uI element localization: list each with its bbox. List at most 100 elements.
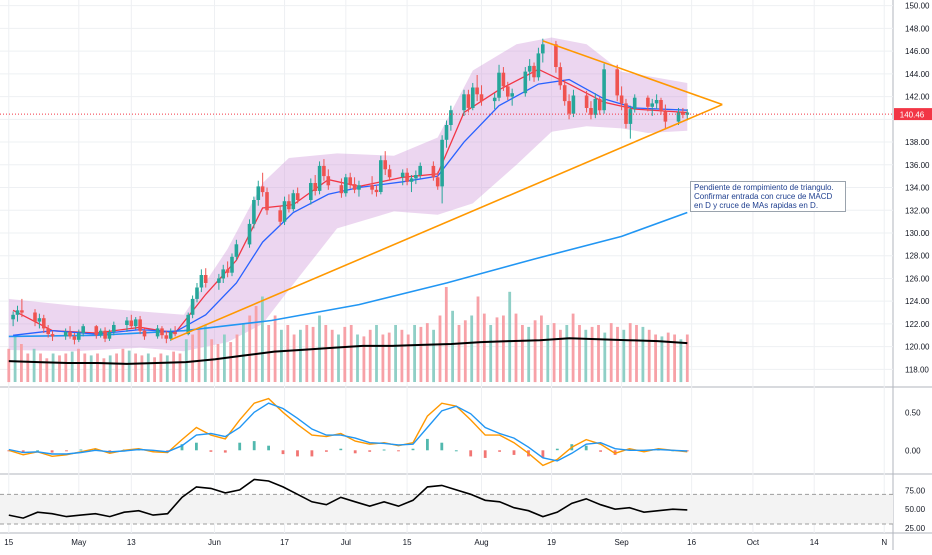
oscillator-band bbox=[0, 494, 893, 525]
candle bbox=[479, 85, 484, 106]
macd-histogram-bar bbox=[584, 445, 588, 451]
annotation-note[interactable]: Pendiente de rompimiento de triangulo. C… bbox=[690, 181, 846, 212]
candle-body bbox=[654, 100, 659, 104]
price-tick-label: 128.00 bbox=[905, 252, 930, 261]
candle-body bbox=[562, 85, 567, 102]
volume-bar bbox=[559, 329, 562, 383]
candle-body bbox=[624, 103, 628, 124]
macd-histogram-bar bbox=[440, 442, 444, 451]
candle bbox=[230, 253, 234, 277]
volume-bar bbox=[508, 291, 512, 383]
volume-bar bbox=[280, 329, 283, 383]
candle-body bbox=[418, 165, 422, 175]
candle bbox=[681, 107, 685, 119]
candle-body bbox=[217, 278, 221, 283]
macd-histogram-bar bbox=[353, 450, 357, 454]
macd-histogram-bar bbox=[180, 444, 184, 451]
volume-bar bbox=[184, 339, 188, 383]
candle-body bbox=[435, 177, 440, 187]
macd-histogram-bar bbox=[65, 450, 68, 452]
candle-body bbox=[492, 97, 497, 102]
candle-body bbox=[33, 312, 37, 322]
volume-bar bbox=[20, 344, 23, 382]
volume-bar bbox=[660, 336, 664, 382]
macd-panel bbox=[7, 397, 689, 467]
volume-bar bbox=[368, 329, 372, 383]
volume-bar bbox=[476, 296, 480, 382]
volume-bar bbox=[273, 315, 277, 382]
volume-bar bbox=[134, 353, 137, 382]
price-tick-label: 118.00 bbox=[905, 365, 929, 374]
candle bbox=[313, 175, 317, 196]
volume-bar bbox=[172, 351, 175, 382]
candle-body bbox=[50, 334, 55, 337]
x-tick-label: 15 bbox=[403, 538, 412, 547]
candle bbox=[155, 325, 160, 339]
candle bbox=[449, 105, 453, 131]
candle bbox=[125, 317, 129, 332]
candle bbox=[107, 329, 112, 341]
candle bbox=[602, 63, 606, 114]
volume-average-line bbox=[8, 337, 688, 365]
volume-bar bbox=[254, 306, 258, 382]
macd-histogram-bar bbox=[50, 450, 54, 453]
volume-bar bbox=[463, 320, 467, 383]
candle-body bbox=[295, 193, 300, 200]
candle bbox=[81, 323, 85, 337]
candle-body bbox=[199, 275, 204, 288]
macd-histogram-bar bbox=[512, 450, 516, 455]
macd-histogram-bar bbox=[108, 450, 112, 452]
price-tick-label: 126.00 bbox=[905, 274, 930, 283]
candle-body bbox=[339, 185, 344, 194]
candle-body bbox=[230, 256, 234, 273]
candle bbox=[567, 94, 571, 120]
candle bbox=[37, 313, 42, 329]
candle bbox=[339, 178, 344, 198]
candle bbox=[405, 168, 409, 186]
volume-bar bbox=[26, 353, 30, 382]
macd-histogram-bar bbox=[411, 448, 415, 451]
oscillator-line bbox=[8, 478, 688, 519]
candle-body bbox=[571, 95, 576, 114]
volume-bar bbox=[654, 334, 657, 382]
volume-bar bbox=[330, 329, 334, 383]
volume-bar bbox=[299, 329, 302, 383]
macd-histogram-bar bbox=[599, 450, 602, 452]
volume-bar bbox=[502, 315, 505, 382]
candle-body bbox=[663, 111, 668, 122]
candle bbox=[584, 90, 589, 113]
volume-bar bbox=[51, 353, 55, 382]
x-tick-label: N bbox=[881, 538, 887, 547]
candlesticks[interactable] bbox=[11, 38, 690, 345]
candle-body bbox=[252, 200, 256, 224]
candle bbox=[133, 317, 138, 330]
candle bbox=[497, 64, 501, 102]
x-tick-label: Jun bbox=[208, 538, 221, 547]
candle bbox=[77, 329, 81, 343]
volume-bar bbox=[7, 348, 11, 383]
candle-body bbox=[405, 172, 409, 182]
volume-bar bbox=[32, 348, 36, 383]
candle bbox=[541, 38, 545, 63]
candle-body bbox=[164, 335, 169, 339]
candle-body bbox=[602, 69, 606, 111]
volume-bar bbox=[597, 325, 600, 382]
candle-body bbox=[20, 310, 24, 313]
triangle-trendlines[interactable] bbox=[170, 40, 723, 341]
candle bbox=[322, 159, 326, 181]
candle bbox=[72, 332, 77, 345]
volume-bar bbox=[216, 344, 220, 382]
x-tick-label: 16 bbox=[687, 538, 696, 547]
candle bbox=[523, 67, 528, 97]
macd-histogram-bar bbox=[252, 441, 256, 451]
x-tick-label: Sep bbox=[614, 538, 629, 547]
oscillator-tick-label: 25.00 bbox=[905, 524, 926, 533]
candle bbox=[624, 98, 628, 129]
candle bbox=[225, 261, 230, 278]
candle-body bbox=[160, 328, 164, 336]
candle-body bbox=[142, 330, 147, 337]
candle bbox=[506, 81, 510, 101]
